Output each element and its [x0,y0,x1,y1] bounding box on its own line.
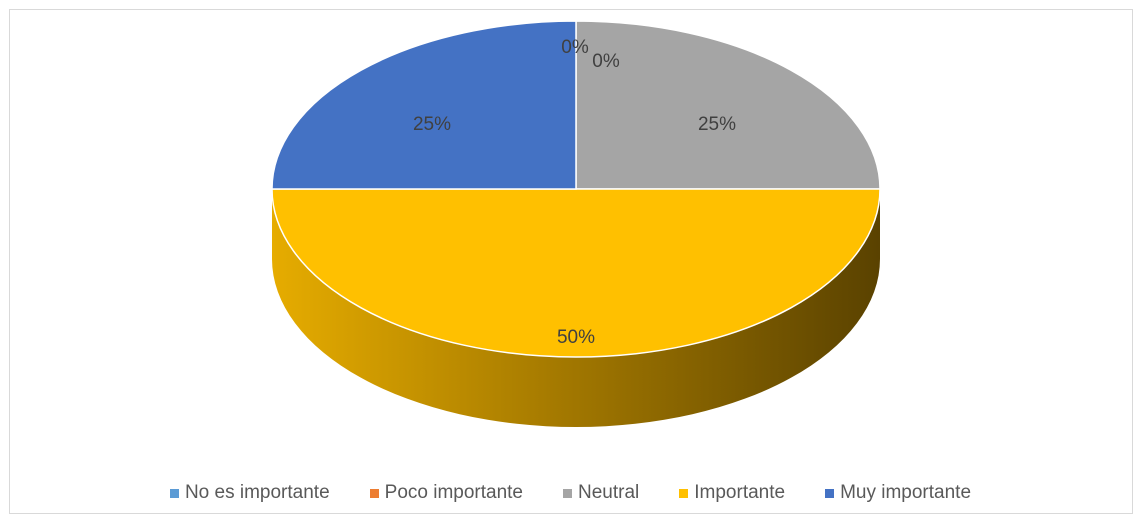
legend-item-importante: Importante [679,482,785,504]
legend-label: No es importante [184,482,330,503]
legend-label: Poco importante [384,482,523,503]
legend-label: Importante [694,482,786,503]
legend-swatch [679,488,689,498]
legend-swatch [369,488,379,498]
chart-legend: No es importante Poco importante Neutral… [0,482,1141,504]
data-label-muy-importante: 25% [413,114,451,135]
data-label-no-es-importante: 0% [561,37,589,58]
legend-item-poco-importante: Poco importante [369,482,523,504]
data-label-importante: 50% [557,327,595,348]
pie-slice-importante [271,188,881,358]
legend-swatch [825,488,835,498]
legend-item-neutral: Neutral [563,482,639,504]
legend-label: Neutral [578,482,640,503]
data-label-poco-importante: 0% [592,51,620,72]
data-label-neutral: 25% [698,114,736,135]
legend-swatch [169,488,179,498]
legend-item-no-es-importante: No es importante [169,482,330,504]
pie-slice-muy-importante [271,20,577,190]
legend-label: Muy importante [840,482,972,503]
pie-side-importante [272,189,880,427]
pie-slice-neutral [575,20,881,190]
legend-swatch [563,488,572,498]
legend-item-muy-importante: Muy importante [825,482,971,504]
